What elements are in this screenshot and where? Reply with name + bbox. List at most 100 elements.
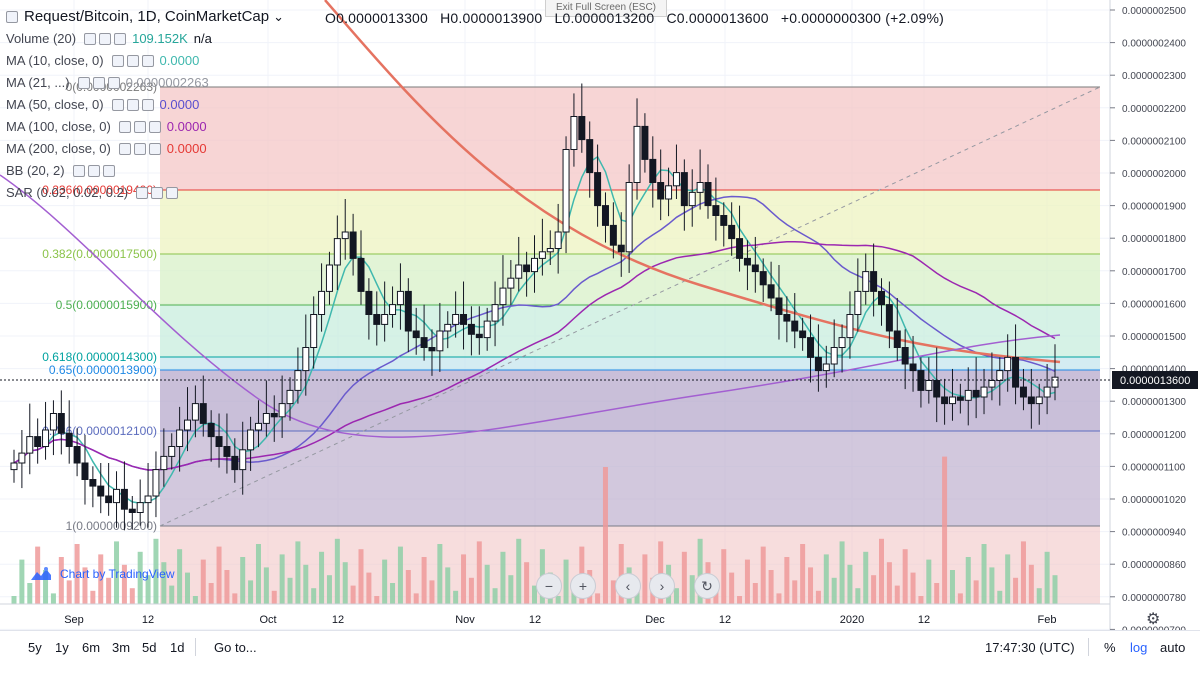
candle-body: [704, 182, 712, 207]
settings-icon[interactable]: [133, 143, 146, 155]
volume-bar: [405, 570, 411, 604]
candle-body: [389, 304, 397, 316]
candle-body: [578, 116, 586, 141]
volume-bar: [839, 541, 845, 604]
candle-body: [617, 244, 625, 253]
indicator-row[interactable]: MA (50, close, 0) 0.0000: [6, 94, 284, 116]
auto-toggle[interactable]: auto: [1160, 640, 1186, 655]
indicator-row[interactable]: SAR (0.02, 0.02, 0.2): [6, 182, 284, 204]
close-icon[interactable]: [114, 33, 127, 45]
candle-body: [26, 436, 34, 454]
indicator-row[interactable]: BB (20, 2): [6, 160, 284, 182]
scroll-left-button[interactable]: ‹: [615, 573, 641, 599]
eye-icon[interactable]: [118, 121, 131, 133]
symbol-collapse-icon[interactable]: [6, 11, 18, 23]
volume-bar: [114, 541, 120, 604]
settings-icon[interactable]: [87, 165, 100, 177]
settings-icon[interactable]: [151, 187, 164, 199]
timeframe-5d[interactable]: 5d: [142, 640, 157, 655]
close-icon[interactable]: [102, 165, 115, 177]
close-icon[interactable]: [148, 143, 161, 155]
eye-icon[interactable]: [111, 99, 124, 111]
eye-icon[interactable]: [77, 77, 90, 89]
price-label: 0.0000000940: [1122, 528, 1186, 539]
utc-clock[interactable]: 17:47:30 (UTC): [985, 640, 1075, 655]
exit-fullscreen-button[interactable]: Exit Full Screen (ESC): [545, 0, 667, 17]
indicator-buttons[interactable]: [77, 77, 120, 89]
volume-bar: [326, 575, 332, 604]
candle-body: [807, 337, 815, 358]
bottom-toolbar: 5y 1y 6m 3m 5d 1d Go to... 17:47:30 (UTC…: [0, 630, 1200, 675]
indicator-buttons[interactable]: [118, 143, 161, 155]
indicator-row[interactable]: MA (100, close, 0) 0.0000: [6, 116, 284, 138]
indicator-row[interactable]: MA (21, ...) 0.0000002263: [6, 72, 284, 94]
indicator-row[interactable]: Volume (20) 109.152K n/a: [6, 28, 284, 50]
close-icon[interactable]: [148, 121, 161, 133]
settings-icon[interactable]: [126, 99, 139, 111]
percent-toggle[interactable]: %: [1104, 640, 1116, 655]
reset-chart-button[interactable]: ↻: [694, 573, 720, 599]
candle-body: [444, 323, 452, 332]
timeframe-6m[interactable]: 6m: [82, 640, 101, 655]
timeframe-5y[interactable]: 5y: [28, 640, 42, 655]
indicator-row[interactable]: MA (10, close, 0) 0.0000: [6, 50, 284, 72]
close-icon[interactable]: [166, 187, 179, 199]
close-icon[interactable]: [141, 55, 154, 67]
volume-bar: [82, 567, 88, 604]
dropdown-chevron-icon[interactable]: ⌄: [273, 9, 285, 24]
eye-icon[interactable]: [136, 187, 149, 199]
timeframe-3m[interactable]: 3m: [112, 640, 131, 655]
candle-body: [972, 389, 980, 398]
indicator-value: 0.0000: [159, 97, 200, 112]
eye-icon[interactable]: [111, 55, 124, 67]
candle-body: [649, 158, 657, 183]
settings-icon[interactable]: [133, 121, 146, 133]
volume-bar: [19, 559, 25, 604]
volume-bar: [27, 583, 33, 604]
volume-bar: [342, 562, 348, 604]
candle-body: [467, 323, 475, 335]
indicator-row[interactable]: MA (200, close, 0) 0.0000: [6, 138, 284, 160]
candle-body: [862, 271, 870, 292]
time-scale[interactable]: Sep 12 Oct 12 Nov 12 Dec 12 2020 12 Feb: [0, 603, 1110, 626]
timeframe-1y[interactable]: 1y: [55, 640, 69, 655]
gear-icon[interactable]: ⚙: [1146, 611, 1161, 628]
symbol-title[interactable]: Request/Bitcoin, 1D, CoinMarketCap: [24, 8, 270, 25]
candles: [10, 83, 1059, 531]
settings-icon[interactable]: [99, 33, 112, 45]
eye-icon[interactable]: [72, 165, 85, 177]
candle-body: [97, 485, 105, 497]
close-icon[interactable]: [141, 99, 154, 111]
volume-bar: [476, 541, 482, 604]
indicator-buttons[interactable]: [111, 99, 154, 111]
ma200-line: [324, 0, 1061, 364]
indicator-buttons[interactable]: [136, 187, 179, 199]
indicator-buttons[interactable]: [84, 33, 127, 45]
log-toggle[interactable]: log: [1130, 640, 1148, 655]
goto-button[interactable]: Go to...: [214, 640, 257, 655]
close-icon[interactable]: [107, 77, 120, 89]
timeframe-1d[interactable]: 1d: [170, 640, 185, 655]
time-label: 12: [142, 614, 154, 626]
candle-body: [601, 205, 609, 226]
zoom-in-button[interactable]: +: [570, 573, 596, 599]
eye-icon[interactable]: [84, 33, 97, 45]
settings-icon[interactable]: [92, 77, 105, 89]
indicator-buttons[interactable]: [111, 55, 154, 67]
settings-icon[interactable]: [126, 55, 139, 67]
price-scale[interactable]: 0.0000002500 0.0000002400 0.0000002300 0.00…: [0, 0, 1198, 636]
candle-body: [207, 422, 215, 438]
indicator-name: BB (20, 2): [6, 163, 65, 178]
tradingview-watermark[interactable]: Chart by TradingView: [30, 566, 175, 582]
zoom-out-button[interactable]: −: [536, 573, 562, 599]
indicator-buttons[interactable]: [72, 165, 115, 177]
scroll-right-button[interactable]: ›: [649, 573, 675, 599]
eye-icon[interactable]: [118, 143, 131, 155]
candle-body: [1012, 356, 1020, 388]
volume-bar: [808, 567, 814, 604]
fib-level-label: 0.382(0.0000017500): [42, 247, 157, 261]
indicator-buttons[interactable]: [118, 121, 161, 133]
volume-bar: [287, 577, 293, 604]
volume-bar: [989, 567, 995, 604]
